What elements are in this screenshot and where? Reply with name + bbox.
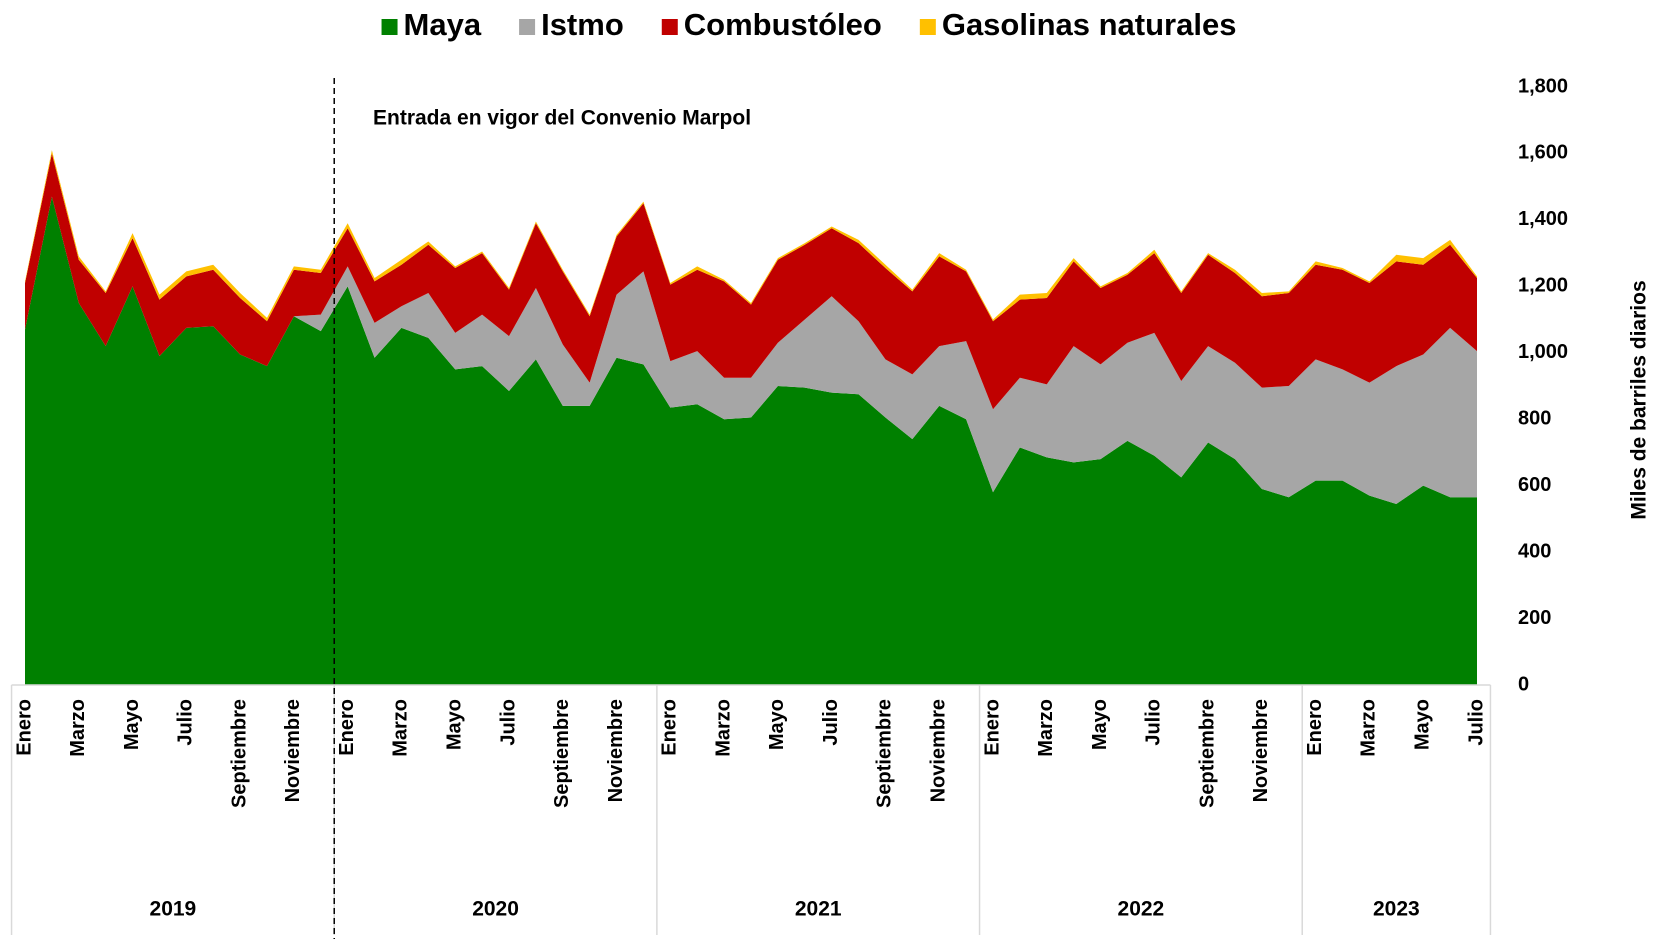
x-tick-label: Mayo <box>1089 699 1111 750</box>
x-tick-label: Mayo <box>766 699 788 750</box>
group-label: 2023 <box>1373 898 1420 921</box>
x-tick-label: Julio <box>820 699 842 746</box>
x-tick-label: Enero <box>336 699 358 756</box>
legend-swatch <box>381 19 398 35</box>
legend-item: Gasolinas naturales <box>919 7 1237 42</box>
legend-label: Gasolinas naturales <box>942 7 1237 42</box>
y-tick-label: 0 <box>1518 673 1529 695</box>
x-tick-label: Julio <box>175 699 197 746</box>
x-tick-label: Mayo <box>121 699 143 750</box>
group-label: 2020 <box>472 898 519 921</box>
group-label: 2022 <box>1118 898 1165 921</box>
legend-item: Combustóleo <box>661 7 882 42</box>
legend-item: Istmo <box>519 7 624 42</box>
legend-label: Istmo <box>541 7 624 42</box>
x-tick-label: Noviembre <box>1250 699 1272 802</box>
y-tick-label: 1,800 <box>1518 75 1568 97</box>
y-tick-label: 600 <box>1518 474 1551 496</box>
y-tick-label: 1,200 <box>1518 275 1568 297</box>
legend-swatch <box>661 19 678 35</box>
y-tick-label: 1,000 <box>1518 341 1568 363</box>
x-tick-label: Enero <box>659 699 681 756</box>
x-tick-label: Marzo <box>67 699 89 757</box>
x-tick-label: Mayo <box>1412 699 1434 750</box>
annotation: Entrada en vigor del Convenio Marpol <box>373 107 751 130</box>
x-tick-label: Noviembre <box>605 699 627 802</box>
y-tick-label: 1,600 <box>1518 142 1568 164</box>
legend-label: Maya <box>404 7 482 42</box>
x-tick-label: Noviembre <box>928 699 950 802</box>
x-tick-label: Enero <box>1304 699 1326 756</box>
x-tick-label: Noviembre <box>282 699 304 802</box>
area <box>25 153 1477 410</box>
group-label: 2021 <box>795 898 842 921</box>
x-tick-label: Marzo <box>390 699 412 757</box>
y-tick-label: 800 <box>1518 408 1551 430</box>
x-tick-label: Marzo <box>1035 699 1057 757</box>
x-tick-label: Enero <box>13 699 35 756</box>
x-tick-label: Julio <box>1143 699 1165 746</box>
x-tick-label: Marzo <box>1358 699 1380 757</box>
x-tick-label: Septiembre <box>228 699 250 808</box>
group-label: 2019 <box>150 898 197 921</box>
area <box>25 196 1477 504</box>
x-tick-label: Septiembre <box>874 699 896 808</box>
x-tick-label: Septiembre <box>1196 699 1218 808</box>
legend-item: Maya <box>381 7 482 42</box>
y-tick-label: 400 <box>1518 540 1551 562</box>
x-tick-label: Julio <box>497 699 519 746</box>
legend-label: Combustóleo <box>684 7 882 42</box>
x-tick-label: Julio <box>1465 699 1487 746</box>
y-tick-label: 200 <box>1518 607 1551 629</box>
area <box>25 196 1477 685</box>
y-axis-title: Miles de barriles diarios <box>1628 280 1651 519</box>
x-tick-label: Septiembre <box>551 699 573 808</box>
legend-swatch <box>919 19 936 35</box>
x-tick-label: Mayo <box>444 699 466 750</box>
x-tick-label: Enero <box>981 699 1003 756</box>
x-tick-label: Marzo <box>712 699 734 757</box>
y-tick-label: 1,400 <box>1518 208 1568 230</box>
legend-swatch <box>519 19 536 35</box>
